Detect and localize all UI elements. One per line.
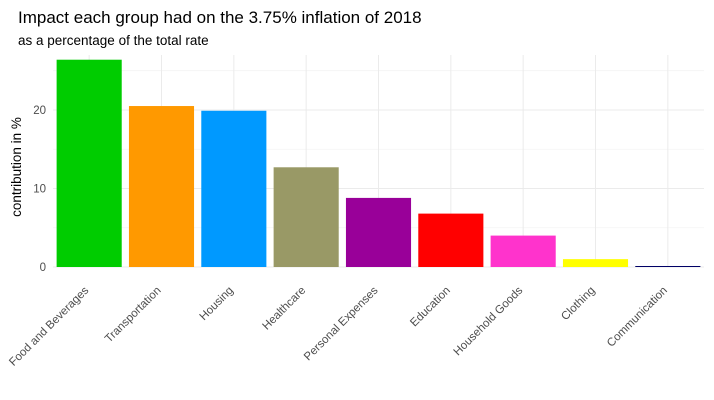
bar — [635, 266, 701, 267]
y-axis-title: contribution in % — [9, 117, 24, 217]
y-tick-label: 10 — [33, 183, 46, 195]
x-tick-label: Personal Expenses — [302, 284, 381, 363]
bars — [56, 59, 701, 268]
x-axis: Food and Beverages Transportation Housing H… — [7, 284, 670, 368]
x-tick-label: Communication — [605, 285, 670, 350]
chart-title: Impact each group had on the 3.75% infla… — [18, 8, 422, 27]
bar — [345, 197, 412, 267]
x-tick-label: Clothing — [559, 285, 597, 323]
x-tick-label: Healthcare — [260, 285, 308, 333]
chart-subtitle: as a percentage of the total rate — [18, 33, 209, 48]
y-tick-label: 20 — [33, 105, 46, 117]
bar — [418, 213, 484, 267]
bar — [128, 106, 195, 267]
x-tick-label: Transportation — [103, 285, 164, 346]
x-tick-label: Housing — [198, 285, 236, 323]
bar — [562, 259, 629, 267]
bar — [490, 235, 556, 267]
x-tick-label: Household Goods — [452, 284, 526, 358]
x-tick-label: Education — [408, 285, 453, 330]
y-tick-label: 0 — [40, 262, 46, 274]
x-tick-label: Food and Beverages — [7, 284, 91, 368]
bar — [201, 110, 267, 268]
bar — [56, 59, 122, 267]
bar — [273, 167, 339, 267]
y-axis: 0 10 20 — [33, 105, 46, 274]
